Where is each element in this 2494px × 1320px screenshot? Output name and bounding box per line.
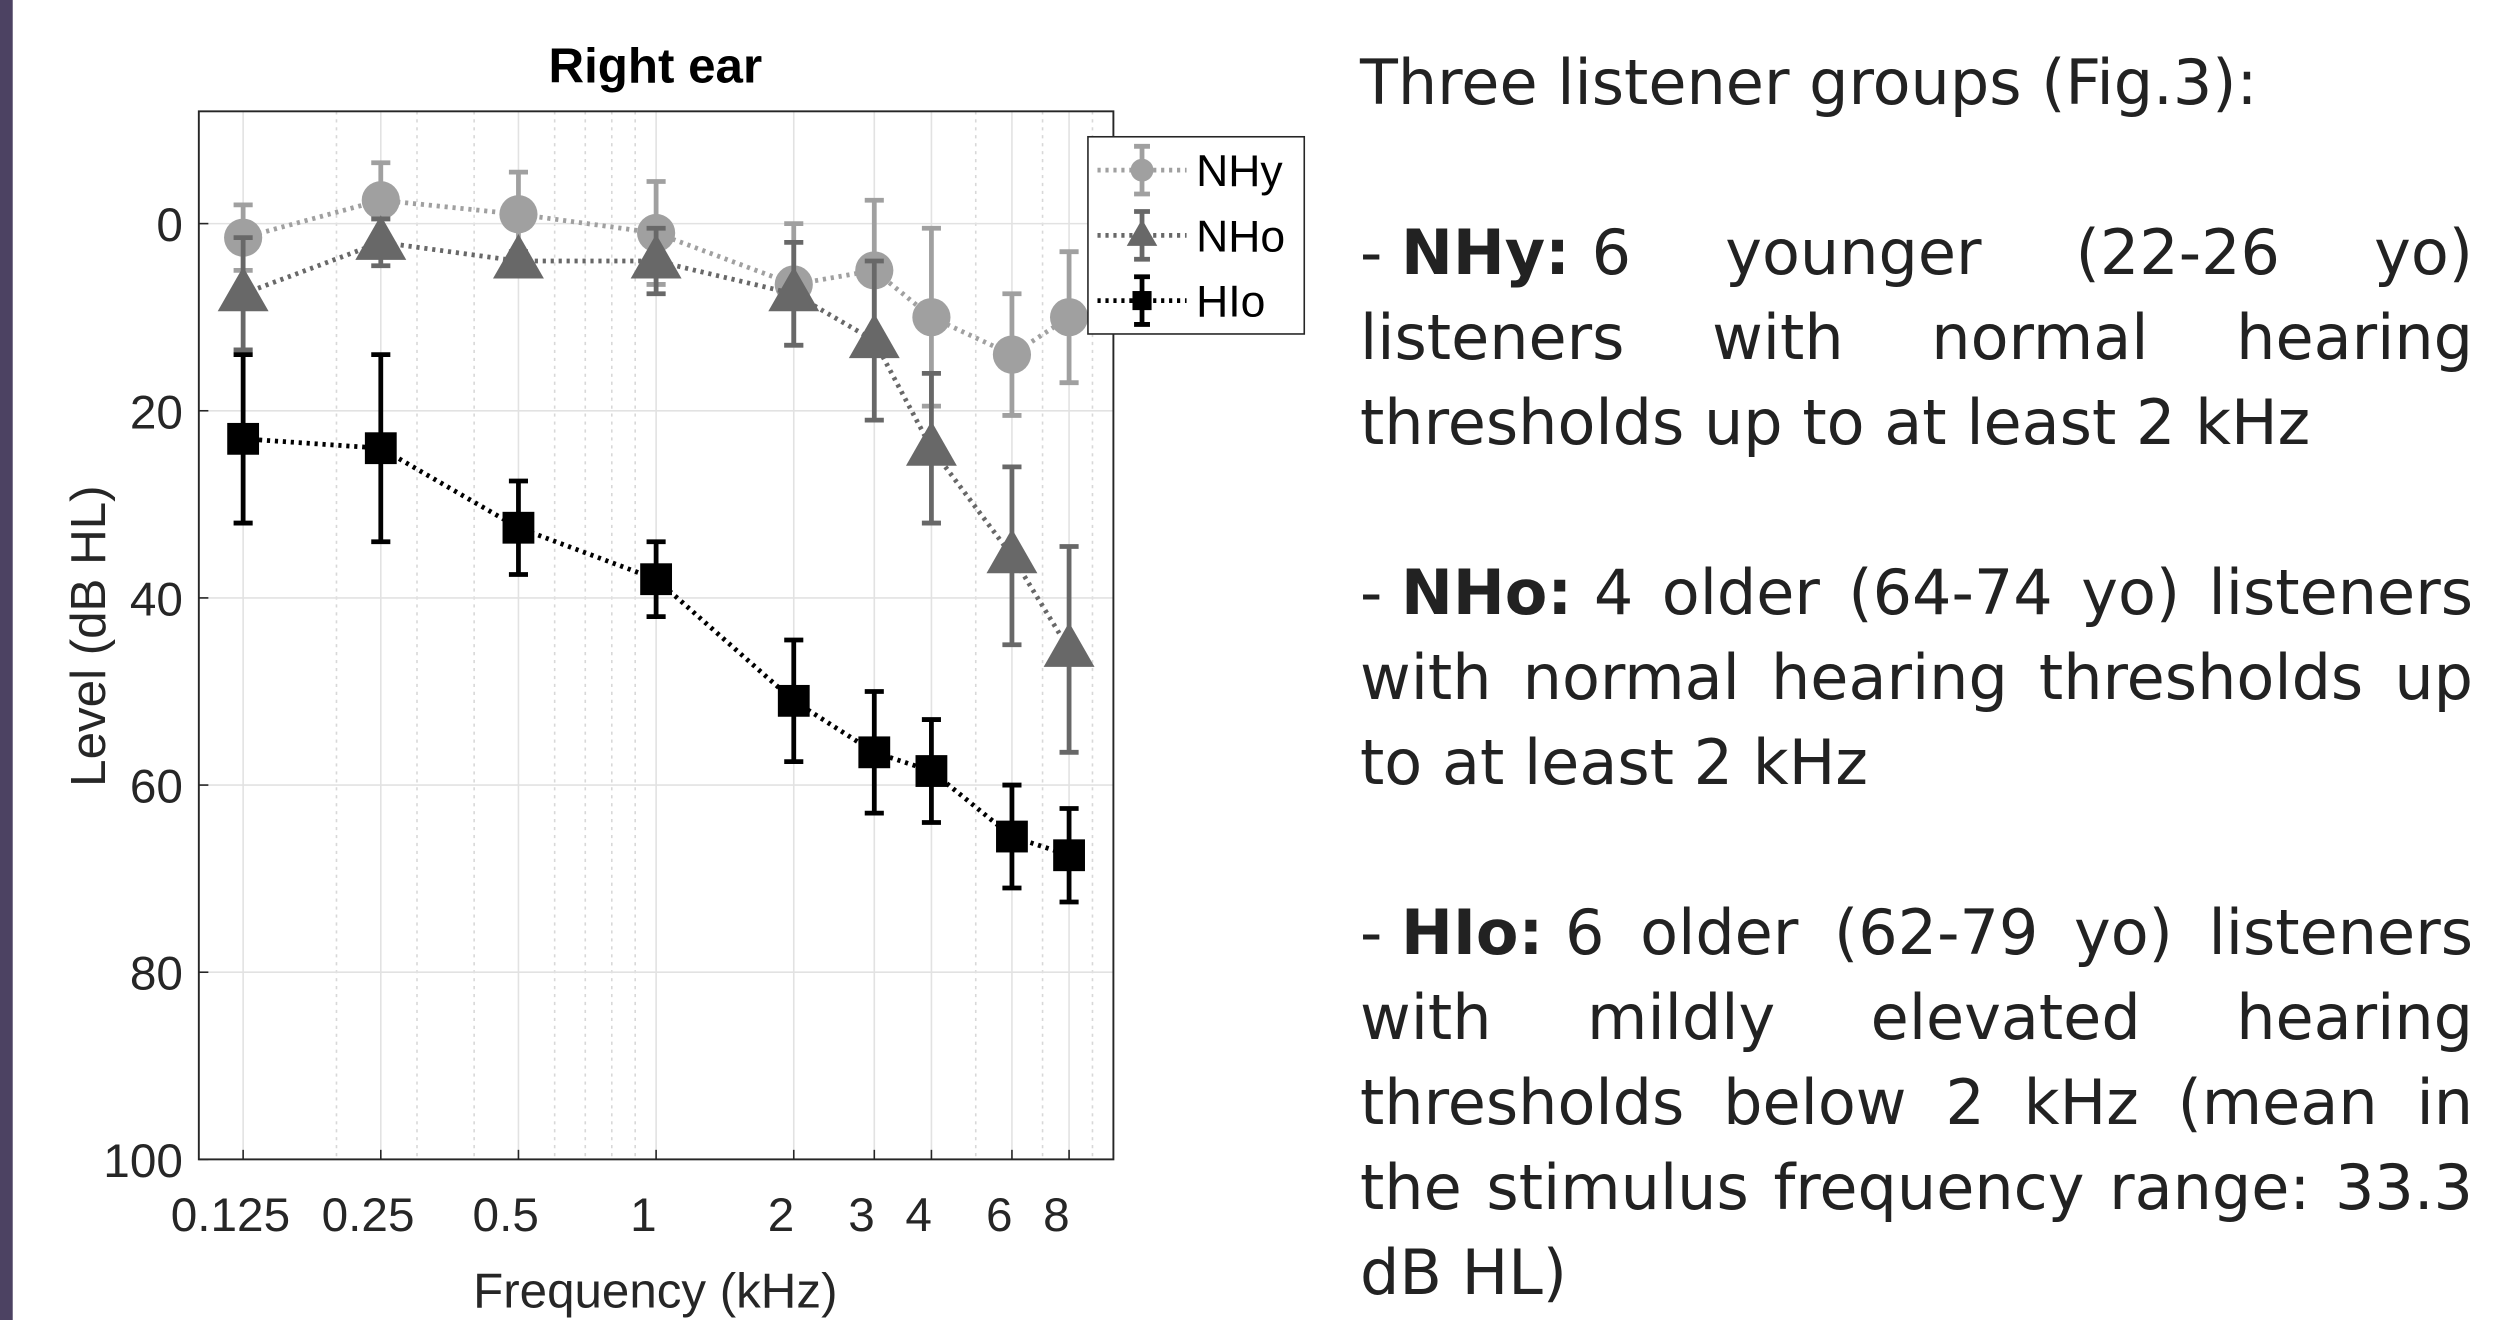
marker — [499, 195, 538, 234]
group-item: - NHo: 4 older (64-74 yo) listeners with n… — [1360, 550, 2473, 805]
y-tick-label: 60 — [130, 761, 183, 814]
group-text: 6 younger (22-26 yo) listeners with norm… — [1360, 216, 2473, 459]
bullet: - — [1360, 556, 1383, 629]
marker — [355, 215, 407, 260]
series-line — [242, 436, 1070, 858]
x-tick-label: 3 — [848, 1189, 875, 1242]
marker — [630, 234, 682, 279]
side-strip — [0, 0, 13, 1320]
x-tick-label: 0.125 — [171, 1189, 290, 1242]
group-text: 6 older (62-79 yo) listeners with mildly… — [1360, 896, 2473, 1309]
y-tick-label: 100 — [103, 1135, 183, 1188]
y-tick-label: 40 — [130, 573, 183, 626]
group-label: NHo: — [1400, 556, 1573, 629]
group-text: 4 older (64-74 yo) listeners with normal… — [1360, 556, 2473, 799]
x-tick-label: 0.25 — [322, 1189, 415, 1242]
group-label: HIo: — [1400, 896, 1544, 969]
marker — [217, 266, 269, 312]
marker — [1049, 298, 1089, 337]
bullet: - — [1360, 216, 1383, 289]
y-axis-label: Level (dB HL) — [61, 485, 116, 786]
y-tick-label: 0 — [156, 199, 183, 252]
marker — [912, 298, 951, 337]
marker — [502, 511, 535, 544]
legend-label: NHo — [1196, 212, 1285, 261]
legend-label: NHy — [1196, 147, 1283, 196]
marker — [227, 422, 260, 455]
marker — [915, 755, 948, 787]
marker — [1043, 622, 1095, 667]
group-label: NHy: — [1400, 216, 1570, 289]
x-axis-label: Frequency (kHz) — [473, 1263, 837, 1318]
marker — [848, 313, 900, 359]
x-tick-label: 8 — [1043, 1189, 1070, 1242]
legend-marker — [1126, 219, 1158, 246]
marker — [640, 563, 673, 596]
marker — [986, 528, 1038, 574]
chart-title: Right ear — [548, 39, 762, 94]
y-tick-label: 80 — [130, 948, 183, 1001]
x-tick-label: 0.5 — [473, 1189, 539, 1242]
heading: Three listener groups (Fig.3): — [1360, 46, 2258, 119]
x-tick-label: 1 — [630, 1189, 657, 1242]
marker — [1053, 839, 1085, 872]
marker — [905, 421, 957, 466]
group-item: - NHy: 6 younger (22-26 yo) listeners with… — [1360, 210, 2473, 465]
marker — [777, 684, 810, 717]
marker — [493, 234, 544, 279]
y-tick-label: 20 — [130, 386, 183, 439]
marker — [768, 266, 820, 312]
x-tick-label: 4 — [905, 1189, 932, 1242]
bullet: - — [1360, 896, 1383, 969]
group-item: - HIo: 6 older (62-79 yo) listeners with m… — [1360, 890, 2473, 1315]
legend-marker — [1130, 158, 1154, 182]
marker — [996, 820, 1028, 853]
x-tick-label: 2 — [768, 1189, 795, 1242]
marker — [858, 736, 891, 769]
x-tick-label: 6 — [986, 1189, 1013, 1242]
legend-label: HIo — [1196, 277, 1265, 326]
text-panel: Three listener groups (Fig.3): - NHy: 6 yo… — [1360, 40, 2473, 1315]
marker — [364, 432, 397, 465]
marker — [992, 335, 1032, 374]
marker — [361, 181, 400, 220]
legend-marker — [1132, 291, 1152, 311]
